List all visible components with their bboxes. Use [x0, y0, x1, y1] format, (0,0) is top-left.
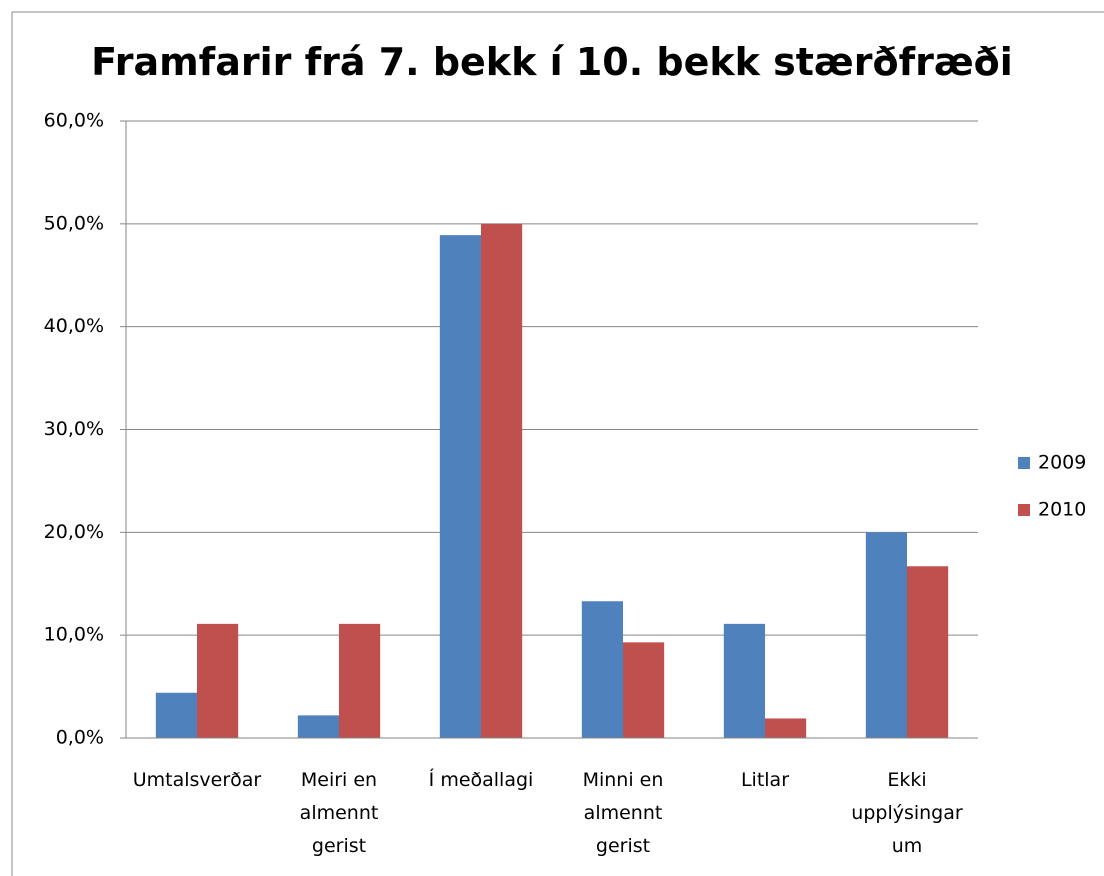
bar — [907, 566, 949, 738]
legend-label: 2010 — [1038, 499, 1086, 521]
bar — [865, 532, 907, 738]
x-tick-label: Meiri en almennt gerist — [299, 769, 379, 857]
y-tick-label: 10,0% — [44, 624, 104, 646]
x-tick-label: Minni en almennt gerist — [582, 769, 664, 857]
chart-title: Framfarir frá 7. bekk í 10. bekk stærðfr… — [91, 40, 1013, 84]
legend-swatch — [1018, 504, 1030, 516]
x-tick-label: Ekki upplýsingar um — [851, 769, 963, 857]
y-tick-label: 60,0% — [44, 110, 104, 132]
y-tick-label: 20,0% — [44, 521, 104, 543]
bar — [197, 623, 239, 738]
bar — [155, 692, 197, 738]
bar — [439, 235, 481, 738]
bar — [765, 718, 807, 738]
y-tick-label: 40,0% — [44, 315, 104, 337]
bar — [581, 601, 623, 738]
y-tick-label: 30,0% — [44, 418, 104, 440]
x-tick-label: Í meðallagi — [428, 769, 534, 791]
bar — [339, 623, 381, 738]
bar — [623, 642, 665, 738]
y-tick-label: 50,0% — [44, 212, 104, 234]
legend-label: 2009 — [1038, 452, 1086, 474]
bar — [297, 715, 339, 738]
bar — [723, 623, 765, 738]
x-tick-label: Umtalsverðar — [132, 769, 262, 791]
legend-swatch — [1018, 457, 1030, 469]
bar — [481, 223, 523, 739]
y-tick-label: 0,0% — [56, 727, 104, 749]
x-tick-label: Litlar — [740, 769, 790, 791]
